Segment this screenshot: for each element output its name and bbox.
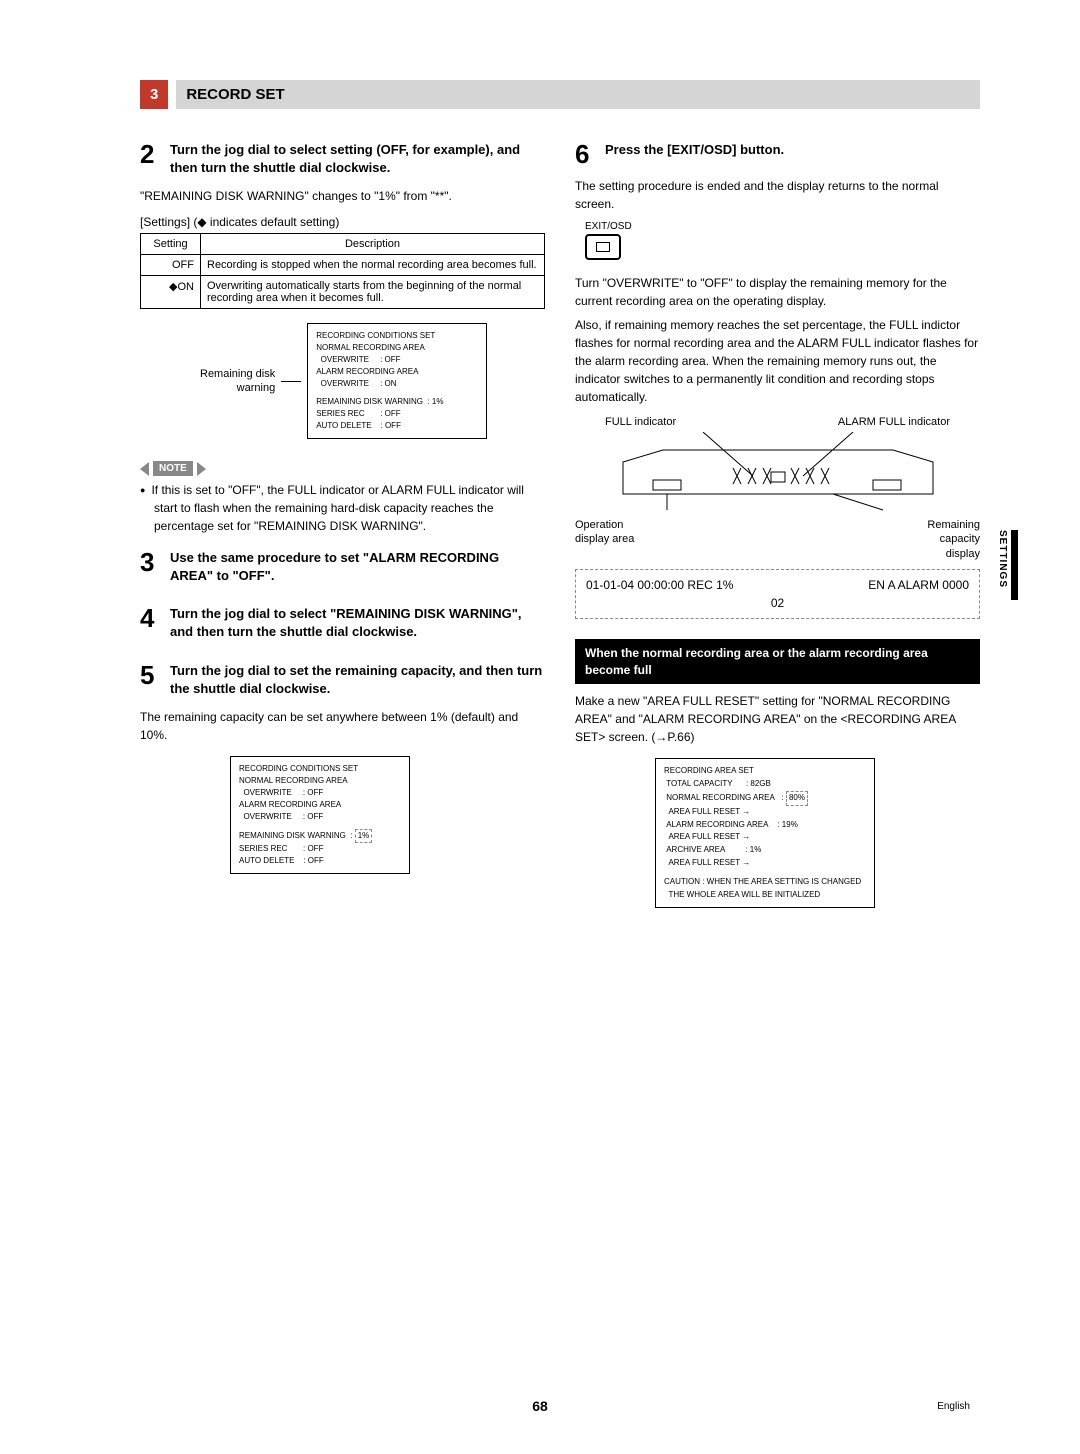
operation-display-label: Operation display area bbox=[575, 518, 634, 561]
osd-line: REMAINING DISK WARNING : 1% bbox=[239, 829, 401, 843]
right-column: 6 Press the [EXIT/OSD] button. The setti… bbox=[575, 141, 980, 908]
table-row: OFF Recording is stopped when the normal… bbox=[141, 255, 545, 276]
paragraph: Make a new "AREA FULL RESET" setting for… bbox=[575, 692, 980, 746]
step-5-body: The remaining capacity can be set anywhe… bbox=[140, 708, 545, 744]
step-title: Use the same procedure to set "ALARM REC… bbox=[170, 549, 545, 585]
page-number: 68 bbox=[0, 1398, 1080, 1414]
note-tag: NOTE bbox=[140, 461, 206, 476]
osd-text: REMAINING DISK WARNING : bbox=[239, 831, 353, 840]
step-title: Turn the jog dial to set the remaining c… bbox=[170, 662, 545, 698]
step-number: 4 bbox=[140, 605, 170, 641]
step-2-body: "REMAINING DISK WARNING" changes to "1%"… bbox=[140, 187, 545, 205]
exit-osd-button-icon bbox=[585, 234, 621, 260]
osd-line: AREA FULL RESET → bbox=[664, 831, 866, 844]
step-number: 3 bbox=[140, 549, 170, 585]
osd-line: AREA FULL RESET → bbox=[664, 857, 866, 870]
settings-caption: [Settings] (◆ indicates default setting) bbox=[140, 215, 545, 229]
paragraph: Turn "OVERWRITE" to "OFF" to display the… bbox=[575, 274, 980, 310]
osd-line: OVERWRITE : OFF bbox=[316, 354, 478, 366]
osd-line: RECORDING CONDITIONS SET bbox=[316, 330, 478, 342]
step-title: Turn the jog dial to select setting (OFF… bbox=[170, 141, 545, 177]
osd-line: SERIES REC : OFF bbox=[239, 843, 401, 855]
side-tab-settings: SETTINGS bbox=[997, 530, 1018, 600]
cell-off-desc: Recording is stopped when the normal rec… bbox=[201, 255, 545, 276]
osd-line: OVERWRITE : OFF bbox=[239, 787, 401, 799]
exit-osd-figure: EXIT/OSD bbox=[585, 221, 980, 260]
footer-language: English bbox=[937, 1401, 970, 1412]
osd-line: TOTAL CAPACITY : 82GB bbox=[664, 778, 866, 791]
step-number: 2 bbox=[140, 141, 170, 177]
dvr-device-icon bbox=[613, 432, 943, 512]
note-arrow-right-icon bbox=[197, 462, 206, 476]
osd-figure-3: RECORDING AREA SET TOTAL CAPACITY : 82GB… bbox=[655, 758, 875, 908]
settings-table: Setting Description OFF Recording is sto… bbox=[140, 233, 545, 309]
osd-highlight: 80% bbox=[786, 791, 808, 806]
osd-line: AUTO DELETE : OFF bbox=[316, 420, 478, 432]
cell-off: OFF bbox=[141, 255, 201, 276]
osd-line: OVERWRITE : ON bbox=[316, 378, 478, 390]
step-6-body: The setting procedure is ended and the d… bbox=[575, 177, 980, 213]
section-header: 3 RECORD SET bbox=[140, 80, 980, 109]
note-arrow-left-icon bbox=[140, 462, 149, 476]
note-item: If this is set to "OFF", the FULL indica… bbox=[154, 481, 545, 535]
osd-line: NORMAL RECORDING AREA : 80% bbox=[664, 791, 866, 806]
osd-line: ALARM RECORDING AREA bbox=[316, 366, 478, 378]
status-left: 01-01-04 00:00:00 REC 1% bbox=[586, 576, 733, 594]
osd-line: NORMAL RECORDING AREA bbox=[316, 342, 478, 354]
osd-callout-label: Remaining disk warning bbox=[200, 367, 275, 396]
table-row: ◆ON Overwriting automatically starts fro… bbox=[141, 276, 545, 309]
osd-line: RECORDING CONDITIONS SET bbox=[239, 763, 401, 775]
osd-screen-2: RECORDING CONDITIONS SET NORMAL RECORDIN… bbox=[230, 756, 410, 874]
osd-figure-2: RECORDING CONDITIONS SET NORMAL RECORDIN… bbox=[230, 756, 410, 874]
cell-on-desc: Overwriting automatically starts from th… bbox=[201, 276, 545, 309]
step-5: 5 Turn the jog dial to set the remaining… bbox=[140, 662, 545, 698]
osd-line: ALARM RECORDING AREA : 19% bbox=[664, 819, 866, 832]
osd-line: ALARM RECORDING AREA bbox=[239, 799, 401, 811]
osd-screen-3: RECORDING AREA SET TOTAL CAPACITY : 82GB… bbox=[655, 758, 875, 908]
exit-osd-label: EXIT/OSD bbox=[585, 221, 980, 232]
osd-text: NORMAL RECORDING AREA : bbox=[664, 793, 784, 802]
osd-screen-1: RECORDING CONDITIONS SET NORMAL RECORDIN… bbox=[307, 323, 487, 439]
osd-line: AREA FULL RESET → bbox=[664, 806, 866, 819]
leader-line bbox=[281, 381, 301, 382]
status-display: 01-01-04 00:00:00 REC 1% EN A ALARM 0000… bbox=[575, 569, 980, 619]
step-2: 2 Turn the jog dial to select setting (O… bbox=[140, 141, 545, 177]
subsection-heading: When the normal recording area or the al… bbox=[575, 639, 980, 685]
step-number: 5 bbox=[140, 662, 170, 698]
osd-highlight: 1% bbox=[355, 829, 373, 843]
paragraph: Also, if remaining memory reaches the se… bbox=[575, 316, 980, 406]
table-header-description: Description bbox=[201, 234, 545, 255]
dvr-diagram: FULL indicator ALARM FULL indicator bbox=[575, 416, 980, 619]
osd-figure-1: Remaining disk warning RECORDING CONDITI… bbox=[200, 323, 545, 439]
osd-line: THE WHOLE AREA WILL BE INITIALIZED bbox=[664, 889, 866, 902]
step-4: 4 Turn the jog dial to select "REMAINING… bbox=[140, 605, 545, 641]
osd-line: OVERWRITE : OFF bbox=[239, 811, 401, 823]
osd-line: REMAINING DISK WARNING : 1% bbox=[316, 396, 478, 408]
step-number: 6 bbox=[575, 141, 605, 167]
osd-line: AUTO DELETE : OFF bbox=[239, 855, 401, 867]
osd-line: SERIES REC : OFF bbox=[316, 408, 478, 420]
step-title: Turn the jog dial to select "REMAINING D… bbox=[170, 605, 545, 641]
alarm-full-indicator-label: ALARM FULL indicator bbox=[838, 416, 950, 428]
left-column: 2 Turn the jog dial to select setting (O… bbox=[140, 141, 545, 908]
section-title: RECORD SET bbox=[176, 80, 980, 109]
step-3: 3 Use the same procedure to set "ALARM R… bbox=[140, 549, 545, 585]
note-label: NOTE bbox=[153, 461, 193, 476]
status-right: EN A ALARM 0000 bbox=[868, 576, 969, 594]
section-number: 3 bbox=[140, 80, 168, 109]
step-title: Press the [EXIT/OSD] button. bbox=[605, 141, 784, 167]
osd-line: CAUTION : WHEN THE AREA SETTING IS CHANG… bbox=[664, 876, 866, 889]
osd-line: NORMAL RECORDING AREA bbox=[239, 775, 401, 787]
step-6: 6 Press the [EXIT/OSD] button. bbox=[575, 141, 980, 167]
osd-line: ARCHIVE AREA : 1% bbox=[664, 844, 866, 857]
osd-line: RECORDING AREA SET bbox=[664, 765, 866, 778]
remaining-capacity-label: Remaining capacity display bbox=[927, 518, 980, 561]
status-line2: 02 bbox=[586, 594, 969, 612]
full-indicator-label: FULL indicator bbox=[605, 416, 676, 428]
note-list: If this is set to "OFF", the FULL indica… bbox=[140, 481, 545, 535]
table-header-setting: Setting bbox=[141, 234, 201, 255]
cell-on: ◆ON bbox=[141, 276, 201, 309]
